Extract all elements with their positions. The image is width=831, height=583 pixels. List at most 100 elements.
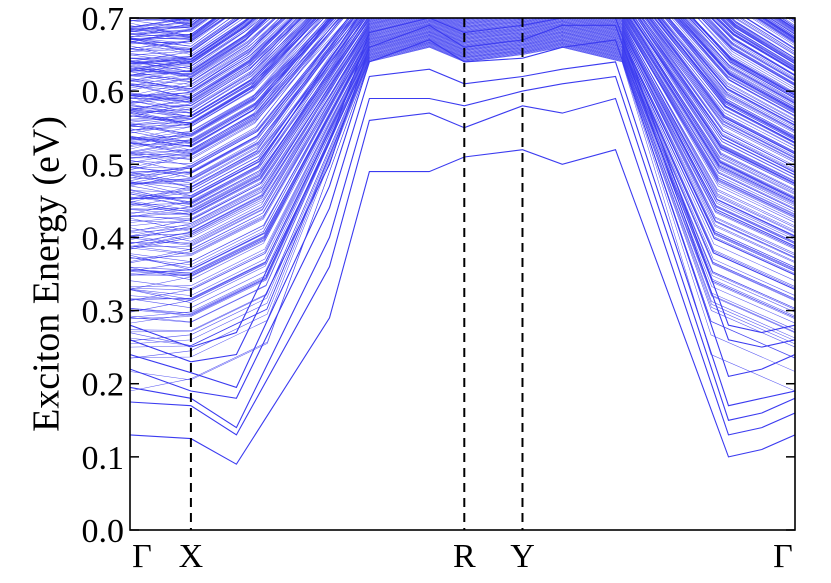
background-band xyxy=(130,18,795,131)
plot-frame xyxy=(129,17,796,531)
background-band xyxy=(130,18,795,148)
background-band xyxy=(130,18,795,72)
background-band xyxy=(130,0,795,5)
background-band xyxy=(130,18,795,81)
background-band xyxy=(130,18,795,77)
background-band xyxy=(130,18,795,63)
background-band xyxy=(130,18,795,185)
background-band xyxy=(130,0,795,9)
background-band xyxy=(130,18,795,99)
background-band xyxy=(130,18,795,52)
background-band xyxy=(130,18,795,76)
high-symmetry-lines xyxy=(189,18,524,530)
background-band xyxy=(130,18,795,204)
background-band xyxy=(130,18,795,109)
background-band xyxy=(130,18,795,118)
background-band xyxy=(130,18,795,101)
background-band xyxy=(130,18,795,104)
background-band xyxy=(130,18,795,82)
background-band xyxy=(130,18,795,103)
background-band xyxy=(130,0,795,11)
background-band xyxy=(130,18,795,89)
x-tick-label: Γ xyxy=(132,538,152,575)
background-band xyxy=(130,0,795,11)
background-band xyxy=(130,18,795,72)
background-band xyxy=(130,18,795,96)
background-band xyxy=(130,18,795,76)
background-band xyxy=(130,0,795,9)
background-band xyxy=(130,0,795,11)
background-band xyxy=(130,0,795,3)
background-band xyxy=(130,0,795,6)
y-tick-label: 0.3 xyxy=(82,294,125,331)
background-band xyxy=(130,18,795,135)
background-band xyxy=(130,18,795,65)
background-band xyxy=(130,18,795,55)
background-band xyxy=(130,18,795,188)
background-band xyxy=(130,18,795,144)
background-band xyxy=(130,18,795,174)
background-band xyxy=(130,18,795,271)
background-band xyxy=(130,0,795,4)
background-band xyxy=(130,18,795,134)
background-band xyxy=(130,18,795,147)
background-band xyxy=(130,18,795,103)
background-band xyxy=(130,18,795,127)
background-band xyxy=(130,18,795,254)
background-band xyxy=(130,18,795,20)
background-band xyxy=(130,0,795,11)
background-band xyxy=(130,18,795,67)
background-band xyxy=(130,0,795,13)
background-band xyxy=(130,18,795,20)
background-band xyxy=(130,18,795,203)
background-band xyxy=(130,18,795,85)
background-band xyxy=(130,18,795,62)
exciton-band-5 xyxy=(130,39,795,389)
background-band xyxy=(130,0,795,9)
background-band xyxy=(130,0,795,17)
y-tick-label: 0.1 xyxy=(82,440,125,477)
background-band xyxy=(130,29,795,287)
background-band xyxy=(130,18,795,50)
background-band xyxy=(130,18,795,78)
background-band xyxy=(130,18,795,147)
background-band xyxy=(130,18,795,111)
background-band xyxy=(130,18,795,114)
exciton-bands xyxy=(130,0,795,465)
background-band xyxy=(130,0,795,10)
background-band xyxy=(130,18,795,126)
background-band xyxy=(130,18,795,64)
background-band xyxy=(130,0,795,9)
background-band xyxy=(130,18,795,160)
background-band xyxy=(130,18,795,205)
background-band xyxy=(130,18,795,159)
y-axis-title: Exciton Energy (eV) xyxy=(26,116,68,432)
background-band xyxy=(130,18,795,199)
background-band xyxy=(130,18,795,87)
y-tick-label: 0.2 xyxy=(82,367,125,404)
background-band xyxy=(130,18,795,158)
y-tick-label: 0.6 xyxy=(82,74,125,111)
background-band xyxy=(130,18,795,179)
background-band xyxy=(130,0,795,6)
background-band xyxy=(130,18,795,67)
background-band xyxy=(130,18,795,224)
background-band xyxy=(130,18,795,163)
background-band xyxy=(130,18,795,185)
background-band xyxy=(130,18,795,83)
background-band xyxy=(130,18,795,104)
background-band xyxy=(130,18,795,65)
background-band xyxy=(130,0,795,7)
y-tick-label: 0.4 xyxy=(82,220,125,257)
background-band xyxy=(130,18,795,120)
background-band xyxy=(130,18,795,73)
background-band xyxy=(130,18,795,140)
background-band xyxy=(130,18,795,126)
background-band xyxy=(130,29,795,289)
background-band xyxy=(130,18,795,155)
background-band xyxy=(130,0,795,14)
background-band xyxy=(130,18,795,99)
background-band xyxy=(130,18,795,60)
x-tick-label: Γ xyxy=(773,538,793,575)
